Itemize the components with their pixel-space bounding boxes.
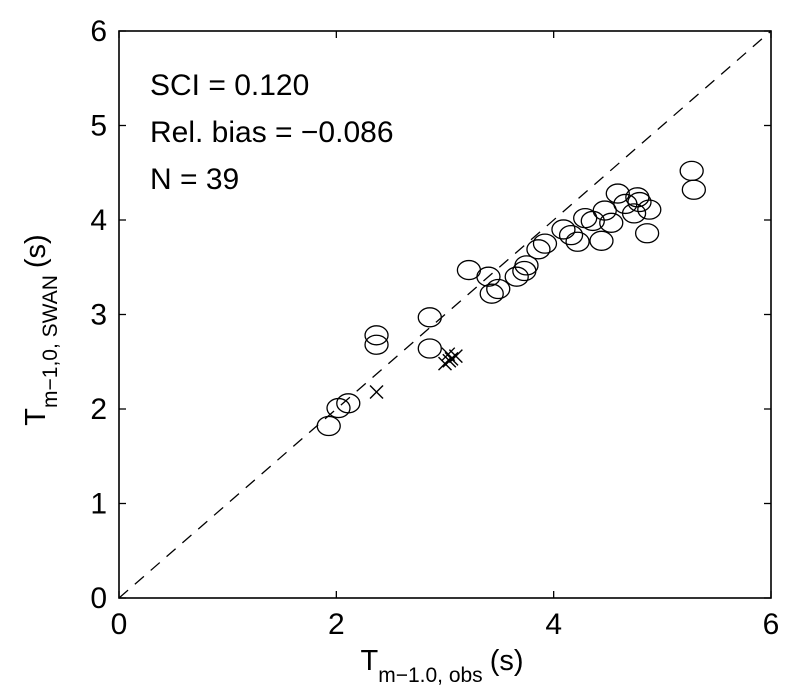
data-point-circle xyxy=(637,199,662,220)
data-point-circle xyxy=(526,239,551,260)
data-point-circle xyxy=(589,230,614,251)
data-point-circle xyxy=(681,179,706,200)
x-tick-label: 0 xyxy=(111,608,128,641)
data-point-circle xyxy=(364,325,389,346)
annotation-rel-bias: Rel. bias = −0.086 xyxy=(150,116,394,149)
y-axis-label: Tm−1,0, SWAN (s) xyxy=(20,234,62,425)
data-points-layer xyxy=(316,160,706,437)
reference-line-layer xyxy=(118,30,772,599)
data-point-circle xyxy=(551,219,576,240)
data-point-circle xyxy=(364,334,389,355)
y-axis-label-unit: (s) xyxy=(20,234,52,268)
y-tick-label: 5 xyxy=(90,110,107,143)
data-point-cross xyxy=(438,356,452,371)
annotation-n: N = 39 xyxy=(150,163,239,196)
y-axis-label-main: T xyxy=(20,408,52,426)
data-point-circle xyxy=(479,283,504,304)
data-point-circle xyxy=(486,278,511,300)
data-point-circle xyxy=(512,260,537,282)
data-point-circle xyxy=(634,223,660,244)
stats-annotations: SCI = 0.120 Rel. bias = −0.086 N = 39 xyxy=(150,69,394,196)
x-tick-label: 2 xyxy=(328,608,345,641)
data-point-circle xyxy=(417,307,442,328)
data-point-circle xyxy=(599,212,624,233)
annotation-sci: SCI = 0.120 xyxy=(150,69,309,102)
y-tick-label: 0 xyxy=(90,582,107,615)
x-axis-label-unit: (s) xyxy=(490,645,524,677)
data-point-cross xyxy=(369,384,384,399)
y-tick-label: 4 xyxy=(90,204,107,237)
data-point-circle xyxy=(592,200,617,221)
x-tick-label: 4 xyxy=(545,608,562,641)
x-axis-label-main: T xyxy=(360,645,378,677)
data-point-circle xyxy=(532,233,558,254)
data-point-circle xyxy=(558,224,584,246)
y-tick-label: 1 xyxy=(90,488,107,521)
data-point-circle xyxy=(605,183,630,204)
x-tick-label: 6 xyxy=(763,608,780,641)
data-point-circle xyxy=(621,203,647,224)
axis-ticks-layer: 0 2 4 6 0 1 2 3 4 5 6 xyxy=(90,15,779,641)
data-point-circle xyxy=(679,160,704,182)
one-to-one-dashed-line xyxy=(118,30,772,599)
data-point-circle xyxy=(316,415,341,437)
data-point-cross xyxy=(448,349,463,364)
y-tick-label: 6 xyxy=(90,15,107,48)
data-point-cross xyxy=(442,353,457,368)
data-point-circle xyxy=(514,255,539,276)
data-point-circle xyxy=(336,393,361,414)
y-tick-label: 2 xyxy=(90,393,107,426)
data-point-circle xyxy=(565,231,590,252)
data-point-circle xyxy=(476,266,501,287)
y-tick-label: 3 xyxy=(90,299,107,332)
x-axis-label: Tm−1.0, obs (s) xyxy=(360,645,523,687)
data-point-circle xyxy=(417,338,442,359)
x-axis-label-sub: m−1.0, obs xyxy=(378,664,482,687)
data-point-circle xyxy=(627,191,652,213)
y-axis-label-sub: m−1,0, SWAN xyxy=(39,275,62,408)
data-point-circle xyxy=(504,266,529,287)
